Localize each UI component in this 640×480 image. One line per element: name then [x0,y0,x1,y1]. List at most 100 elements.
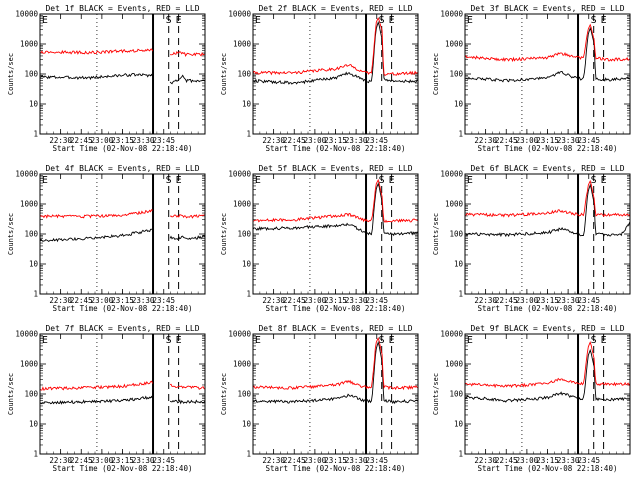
y-tick-label: 10 [242,100,252,109]
series-events-line [252,182,419,237]
plot-title: Det 2f BLACK = Events, RED = LLD [258,4,412,13]
x-tick-label: 23:15 [111,296,134,305]
y-tick-label: 1 [246,290,251,299]
marker-label-s: S [379,175,385,186]
series-events-line [252,20,419,85]
x-tick-label: 22:45 [495,136,518,145]
y-tick-label: 100 [24,70,38,79]
y-tick-label: 1 [458,450,463,459]
series-lld-line [252,17,419,77]
marker-label-s: S [166,335,172,346]
x-tick-label: 23:30 [557,136,580,145]
series-lld-line [39,209,205,219]
y-tick-label: 10000 [15,10,38,19]
plot-title: Det 1f BLACK = Events, RED = LLD [45,4,199,13]
series-events-line [39,395,206,405]
x-tick-label: 23:45 [152,136,175,145]
x-tick-label: 23:00 [91,136,114,145]
x-tick-label: 23:45 [577,456,600,465]
plot-title: Det 5f BLACK = Events, RED = LLD [258,164,412,173]
detector-plot-2: Det 2f BLACK = Events, RED = LLD Counts/s… [220,4,419,153]
x-tick-label: 23:15 [111,136,134,145]
plot-title: Det 3f BLACK = Events, RED = LLD [470,4,624,13]
x-axis-label: Start Time (02-Nov-08 22:18:40) [53,464,193,473]
series-lld-line [464,341,631,389]
x-tick-label: 23:15 [111,456,134,465]
series-events-line [464,183,631,238]
marker-label-e: E [42,15,48,26]
y-tick-label: 10 [454,100,464,109]
y-axis-label: Counts/sec [7,53,15,95]
marker-label-s: S [591,15,597,26]
series-events-line [252,340,419,405]
x-tick-label: 23:30 [132,136,155,145]
plot-title: Det 4f BLACK = Events, RED = LLD [45,164,199,173]
x-tick-label: 23:00 [304,296,327,305]
x-tick-label: 23:45 [365,296,388,305]
marker-label-e: E [467,15,473,26]
x-tick-label: 23:30 [557,456,580,465]
y-tick-label: 10 [242,420,252,429]
y-tick-label: 100 [24,390,38,399]
y-axis-label: Counts/sec [432,213,440,255]
series-events-line [39,73,206,85]
marker-label-e: E [42,175,48,186]
x-axis-label: Start Time (02-Nov-08 22:18:40) [266,304,406,313]
marker-label-e: E [389,15,395,26]
y-tick-label: 10000 [228,10,251,19]
x-tick-label: 22:45 [283,456,306,465]
y-axis-label: Counts/sec [220,373,228,415]
marker-label-e: E [255,175,261,186]
x-tick-label: 22:30 [262,296,285,305]
x-axis-label: Start Time (02-Nov-08 22:18:40) [478,304,618,313]
marker-label-e: E [42,335,48,346]
x-tick-label: 22:30 [474,456,497,465]
y-tick-label: 10000 [440,330,463,339]
y-tick-label: 1 [33,130,38,139]
plot-frame [464,173,631,295]
marker-label-e: E [255,335,261,346]
plot-title: Det 7f BLACK = Events, RED = LLD [45,324,199,333]
x-tick-label: 23:45 [365,136,388,145]
y-tick-label: 1000 [233,40,252,49]
x-tick-label: 23:00 [304,456,327,465]
x-tick-label: 22:30 [474,296,497,305]
y-tick-label: 10000 [440,170,463,179]
y-tick-label: 100 [449,390,463,399]
marker-label-s: S [591,175,597,186]
x-tick-label: 22:30 [49,456,72,465]
x-tick-label: 22:45 [283,136,306,145]
x-tick-label: 23:00 [516,456,539,465]
y-tick-label: 100 [24,230,38,239]
plot-title: Det 8f BLACK = Events, RED = LLD [258,324,412,333]
y-axis-label: Counts/sec [432,53,440,95]
y-axis-label: Counts/sec [220,53,228,95]
x-axis-label: Start Time (02-Nov-08 22:18:40) [478,144,618,153]
marker-label-e: E [176,15,182,26]
plot-title: Det 6f BLACK = Events, RED = LLD [470,164,624,173]
x-tick-label: 23:00 [304,136,327,145]
x-tick-label: 22:45 [495,296,518,305]
x-tick-label: 22:30 [49,296,72,305]
y-tick-label: 1000 [233,360,252,369]
x-axis-label: Start Time (02-Nov-08 22:18:40) [53,304,193,313]
detector-plot-1: Det 1f BLACK = Events, RED = LLD Counts/s… [7,4,206,153]
marker-label-e: E [601,175,607,186]
series-lld-line [252,337,419,391]
x-tick-label: 22:45 [495,456,518,465]
series-lld-line [39,380,206,391]
y-tick-label: 1000 [445,360,464,369]
y-tick-label: 10 [242,260,252,269]
plot-frame [252,333,419,455]
x-tick-label: 23:00 [516,296,539,305]
plot-frame [464,13,631,135]
series-lld-line [464,179,631,218]
y-tick-label: 1 [33,290,38,299]
plot-frame [464,333,631,455]
y-tick-label: 1000 [445,40,464,49]
y-tick-label: 100 [449,230,463,239]
series-lld-line [39,48,206,57]
marker-label-e: E [389,335,395,346]
detector-plot-6: Det 6f BLACK = Events, RED = LLD Counts/s… [432,164,631,313]
y-axis-label: Counts/sec [432,373,440,415]
